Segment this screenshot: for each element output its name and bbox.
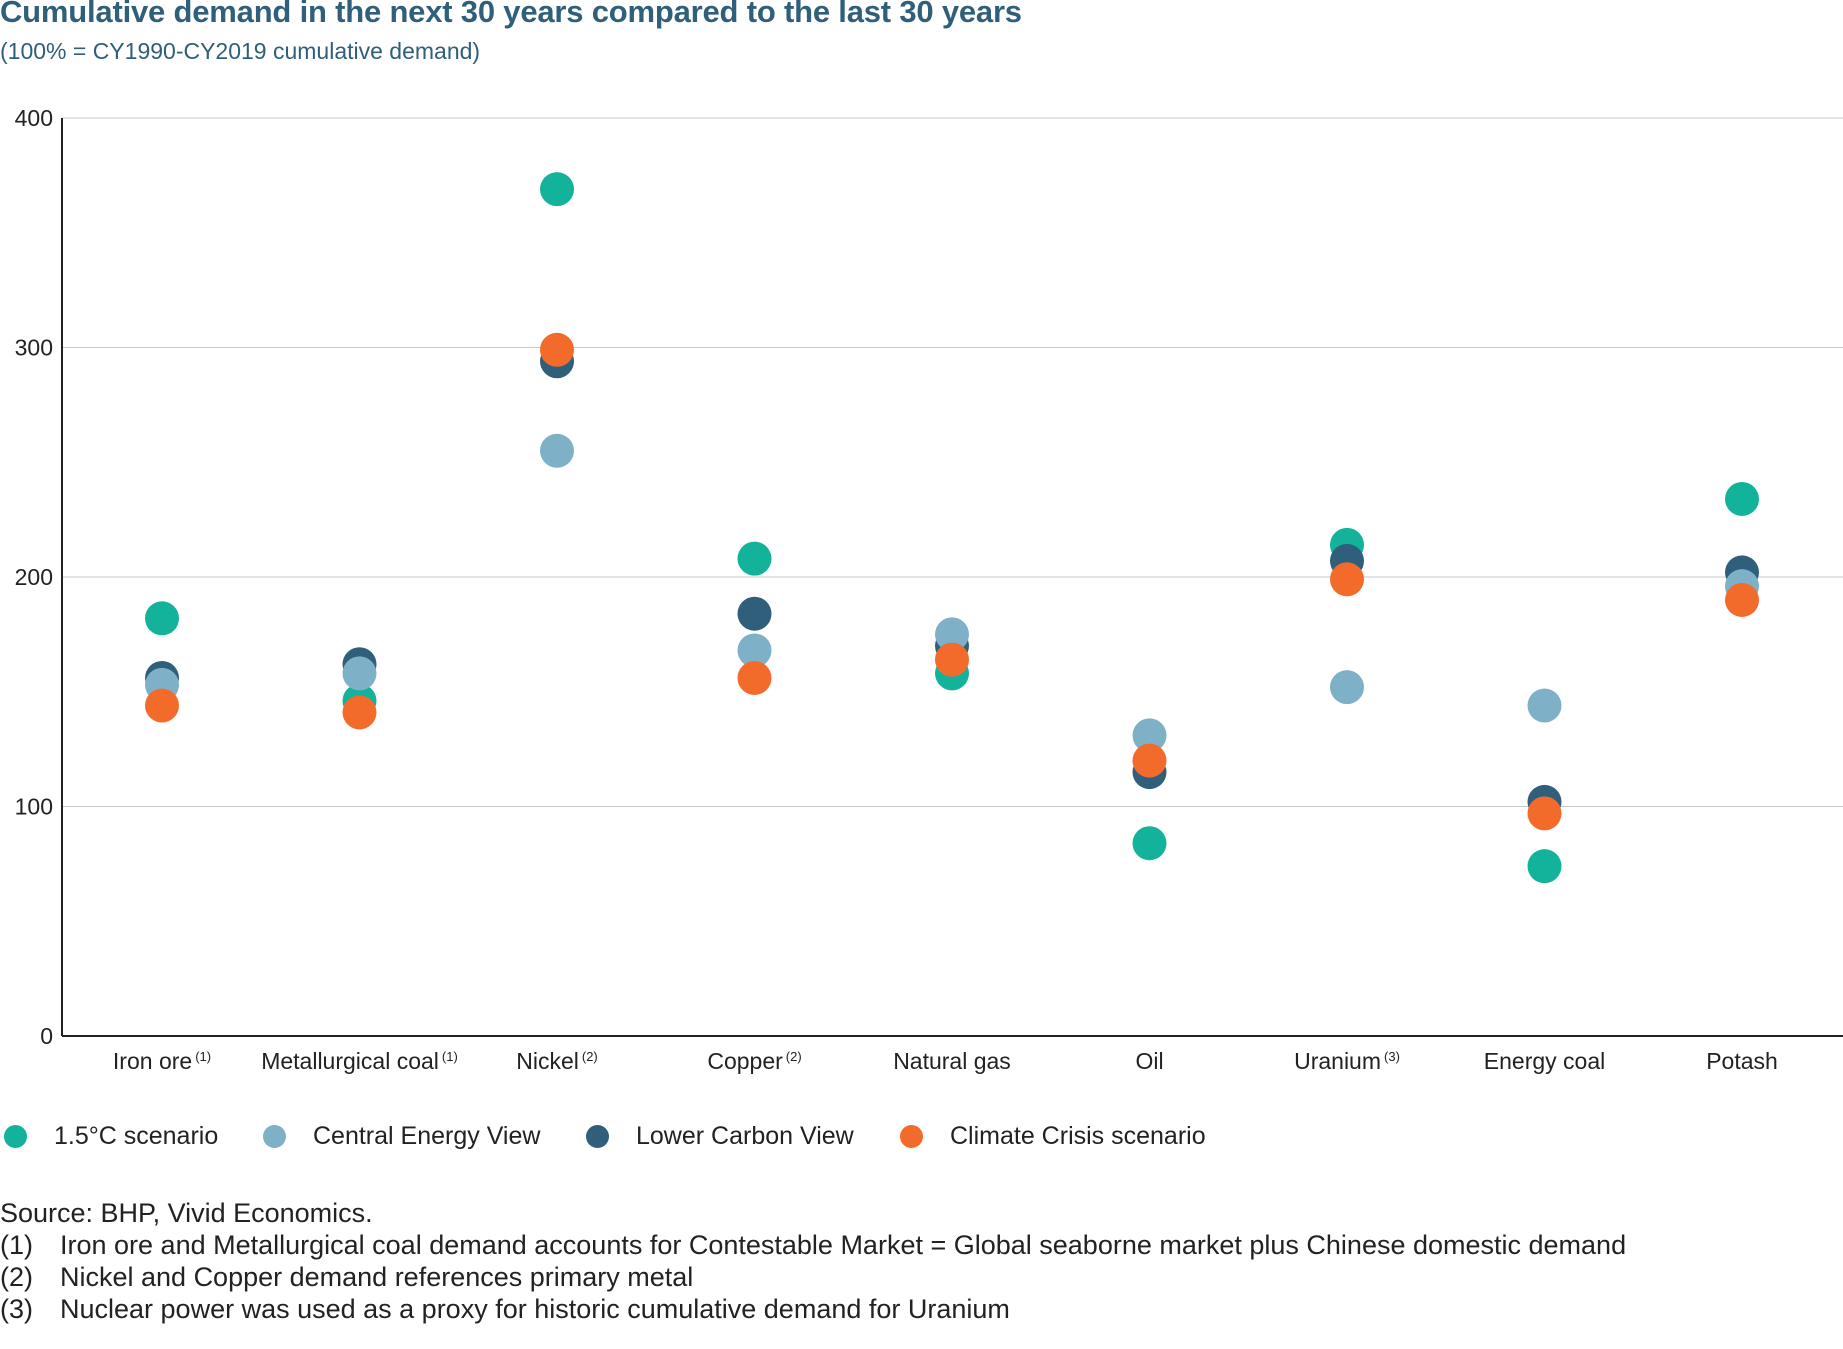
category-name: Nickel [516, 1048, 579, 1074]
category-name: Iron ore [113, 1048, 192, 1074]
point-1-5-c-scenario [540, 172, 574, 207]
point-climate-crisis-scenario [935, 642, 969, 677]
point-climate-crisis-scenario [1132, 743, 1167, 778]
source-line: Source: BHP, Vivid Economics. [0, 1197, 1626, 1229]
point-1-5-c-scenario [145, 601, 179, 636]
point-central-energy-view [1330, 670, 1364, 705]
point-climate-crisis-scenario [737, 660, 772, 695]
footnote-text: Iron ore and Metallurgical coal demand a… [60, 1230, 1627, 1260]
gridlines [62, 117, 1843, 807]
footnote-1: (1) Iron ore and Metallurgical coal dema… [0, 1229, 1626, 1261]
legend-dot-icon [263, 1124, 286, 1148]
point-climate-crisis-scenario [1725, 582, 1759, 617]
data-points [145, 172, 1759, 884]
point-central-energy-view [737, 633, 772, 668]
legend-dot-icon [4, 1124, 27, 1148]
y-tick-label: 300 [15, 335, 53, 361]
x-category-label: Copper (2) [707, 1048, 801, 1074]
y-tick-label: 400 [15, 105, 53, 131]
point-central-energy-view [1527, 688, 1562, 723]
point-1-5-c-scenario [1132, 826, 1167, 861]
point-central-energy-view [540, 433, 574, 468]
y-tick-labels: 0 100 200 300 400 [15, 105, 53, 1049]
footnote-text: Nuclear power was used as a proxy for hi… [60, 1294, 1010, 1324]
category-footnote-ref: (1) [195, 1049, 211, 1064]
category-footnote-ref: (2) [786, 1049, 802, 1064]
footnote-mark: (3) [0, 1294, 33, 1324]
legend-item-climate-crisis: Climate Crisis scenario [900, 1118, 1206, 1154]
y-tick-label: 0 [40, 1023, 53, 1049]
category-name: Energy coal [1484, 1048, 1605, 1074]
legend-label: Lower Carbon View [636, 1121, 854, 1150]
chart-subtitle: (100% = CY1990-CY2019 cumulative demand) [0, 38, 481, 64]
category-name: Metallurgical coal [261, 1048, 439, 1074]
point-climate-crisis-scenario [540, 332, 574, 367]
point-1-5-c-scenario [1527, 849, 1562, 884]
point-climate-crisis-scenario [342, 695, 377, 730]
category-name: Natural gas [893, 1048, 1011, 1074]
point-central-energy-view [1132, 718, 1167, 753]
source-notes: Source: BHP, Vivid Economics. (1) Iron o… [0, 1197, 1626, 1325]
legend-label: Climate Crisis scenario [950, 1121, 1206, 1150]
point-central-energy-view [935, 617, 969, 652]
chart-title: Cumulative demand in the next 30 years c… [0, 0, 1022, 29]
x-category-label: Oil [1135, 1048, 1163, 1074]
point-lower-carbon-view [737, 596, 772, 631]
legend-label: Central Energy View [313, 1121, 541, 1150]
x-category-label: Nickel (2) [516, 1048, 598, 1074]
category-name: Potash [1706, 1048, 1778, 1074]
point-climate-crisis-scenario [1527, 796, 1562, 831]
x-category-label: Metallurgical coal (1) [261, 1048, 458, 1074]
category-footnote-ref: (3) [1384, 1049, 1400, 1064]
legend: 1.5°C scenario Central Energy View Lower… [0, 1118, 1843, 1154]
y-tick-label: 100 [15, 794, 53, 820]
point-climate-crisis-scenario [145, 688, 179, 723]
point-climate-crisis-scenario [1330, 562, 1364, 597]
x-category-label: Natural gas [893, 1048, 1011, 1074]
point-1-5-c-scenario [1725, 481, 1759, 516]
axes [61, 118, 1843, 1037]
legend-dot-icon [900, 1124, 923, 1148]
point-central-energy-view [342, 656, 377, 691]
category-footnote-ref: (1) [442, 1049, 458, 1064]
legend-item-1-5c: 1.5°C scenario [4, 1118, 218, 1154]
legend-item-lower-carbon: Lower Carbon View [586, 1118, 854, 1154]
y-tick-label: 200 [15, 564, 53, 590]
category-name: Uranium [1294, 1048, 1381, 1074]
category-name: Copper [707, 1048, 783, 1074]
footnote-3: (3) Nuclear power was used as a proxy fo… [0, 1293, 1626, 1325]
x-category-label: Energy coal [1484, 1048, 1605, 1074]
footnote-2: (2) Nickel and Copper demand references … [0, 1261, 1626, 1293]
category-name: Oil [1135, 1048, 1163, 1074]
legend-dot-icon [586, 1124, 609, 1148]
source-text: Source: BHP, Vivid Economics. [0, 1198, 373, 1228]
x-category-label: Iron ore (1) [113, 1048, 211, 1074]
x-category-label: Uranium (3) [1294, 1048, 1400, 1074]
footnote-mark: (1) [0, 1230, 33, 1260]
legend-label: 1.5°C scenario [54, 1121, 219, 1150]
legend-item-central-energy: Central Energy View [263, 1118, 540, 1154]
x-category-labels: Iron ore (1) Metallurgical coal (1) Nickel (2… [113, 1048, 1778, 1074]
x-category-label: Potash [1706, 1048, 1778, 1074]
point-1-5-c-scenario [737, 541, 772, 576]
footnote-mark: (2) [0, 1262, 33, 1292]
footnote-text: Nickel and Copper demand references prim… [60, 1262, 694, 1292]
category-footnote-ref: (2) [582, 1049, 598, 1064]
